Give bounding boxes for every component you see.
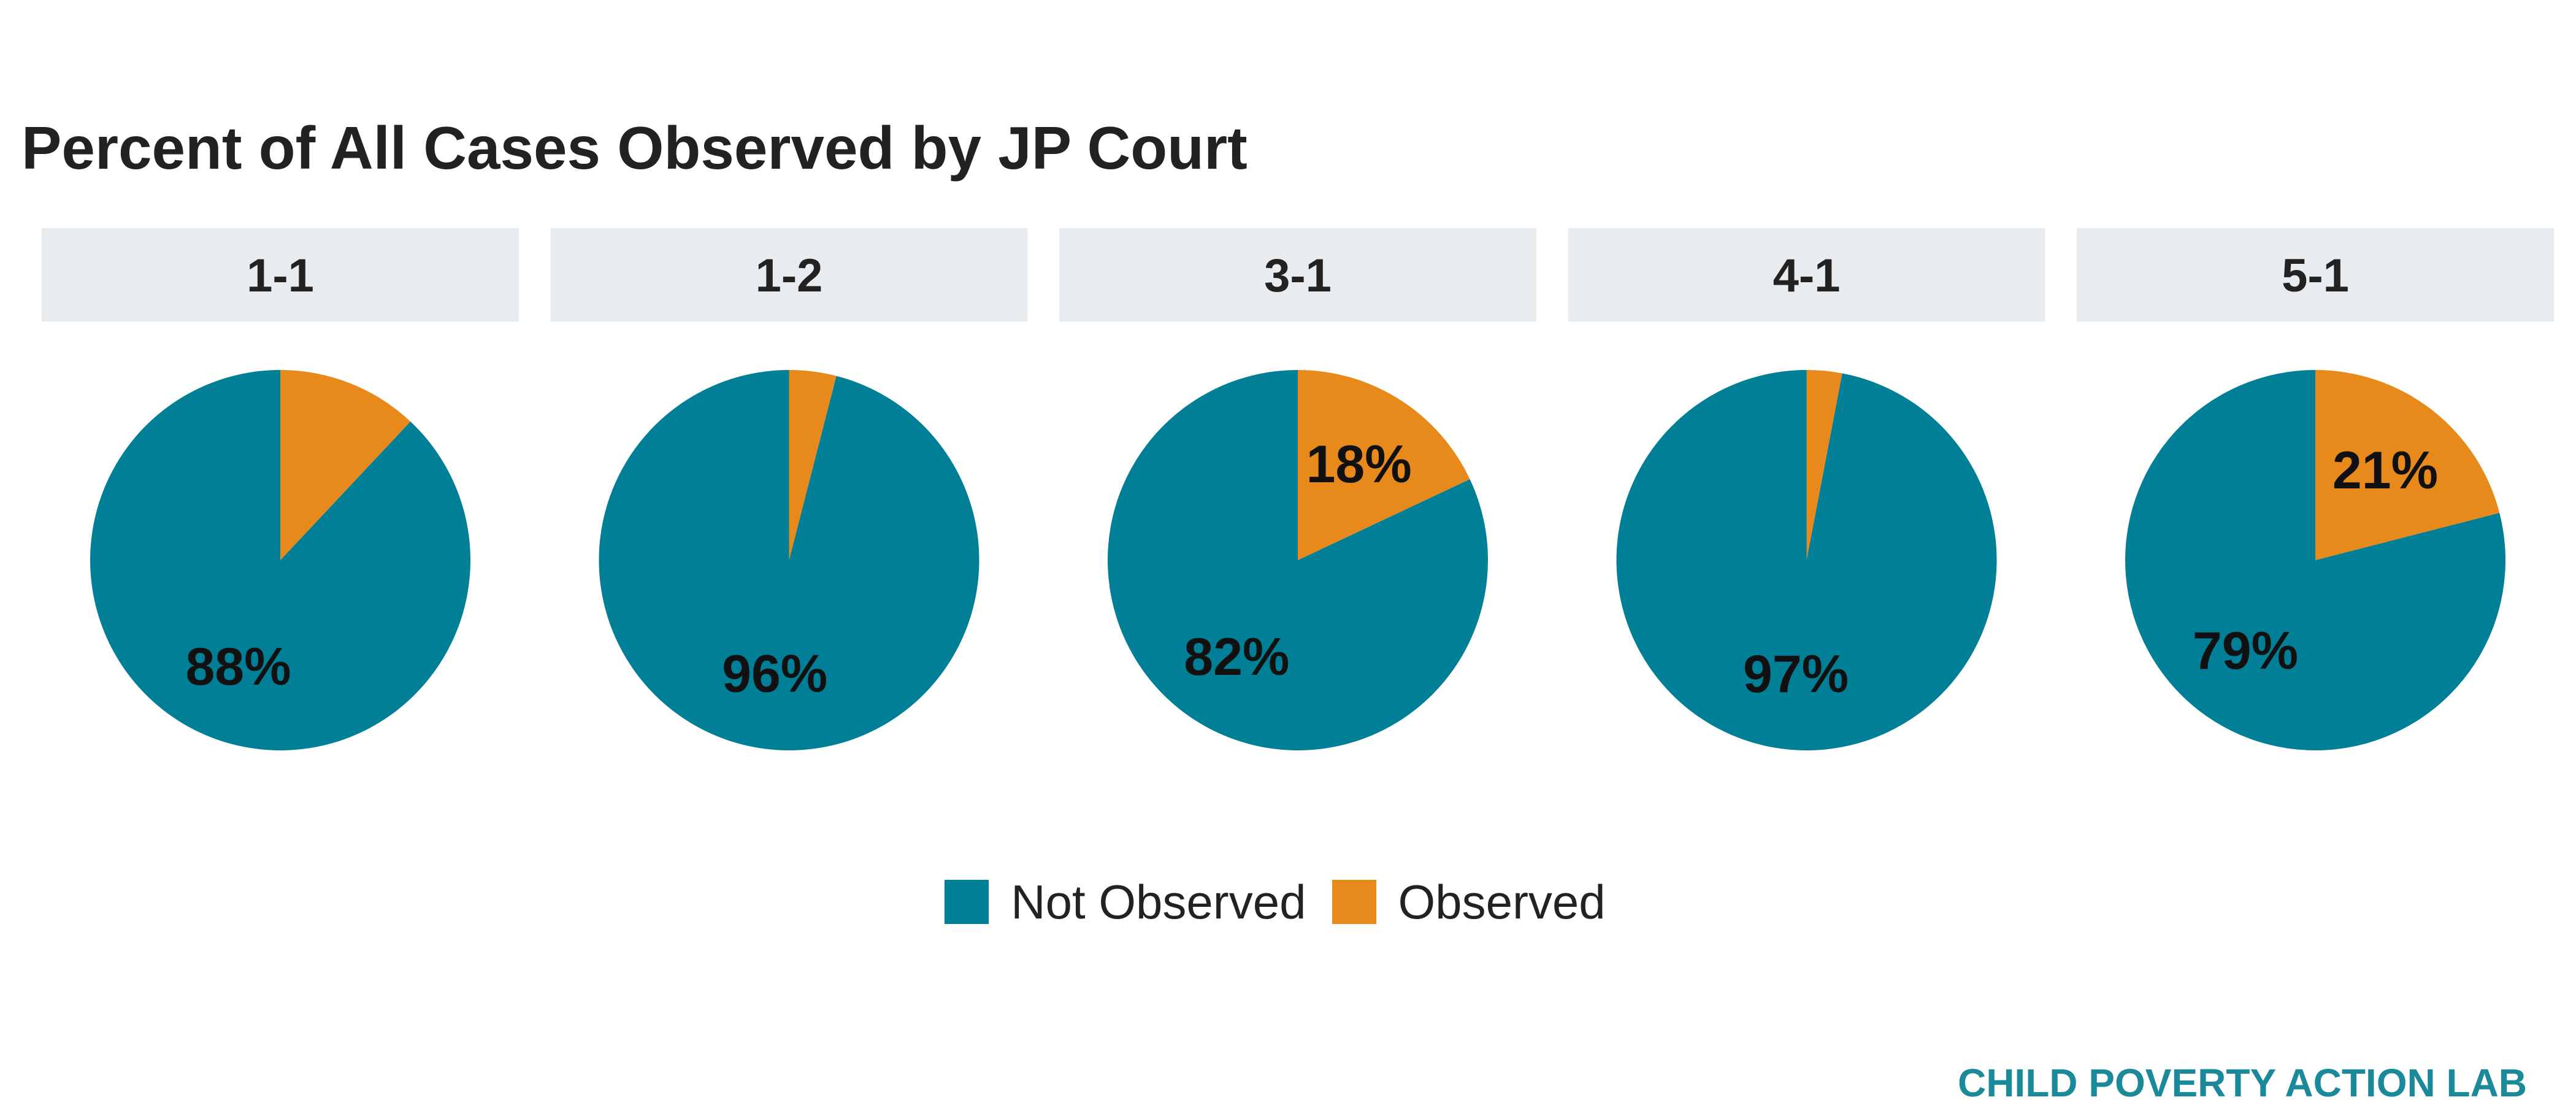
data-label-not-observed-1-2: 96% xyxy=(722,645,827,704)
chart-title: Percent of All Cases Observed by JP Cour… xyxy=(21,114,1248,182)
facet-strip-1-2 xyxy=(550,228,1028,321)
slice-not-observed-4-1 xyxy=(1616,370,1997,750)
slice-observed-1-2 xyxy=(789,370,837,560)
slice-observed-4-1 xyxy=(1806,370,1842,560)
legend-item-not-observed: Not Observed xyxy=(945,874,1306,930)
data-label-observed-5-1: 21% xyxy=(2333,441,2438,500)
facet-label-1-2: 1-2 xyxy=(756,250,823,302)
data-label-not-observed-4-1: 97% xyxy=(1743,645,1849,704)
data-label-not-observed-5-1: 79% xyxy=(2193,622,2298,680)
legend-swatch-observed xyxy=(1332,880,1376,924)
facet-label-3-1: 3-1 xyxy=(1264,250,1332,302)
facet-strip-3-1 xyxy=(1059,228,1536,321)
slice-observed-5-1 xyxy=(2315,370,2500,560)
facet-label-1-1: 1-1 xyxy=(247,250,314,302)
credit-text: CHILD POVERTY ACTION LAB xyxy=(1957,1060,2527,1105)
facet-strip-1-1 xyxy=(42,228,519,321)
legend: Not Observed Observed xyxy=(0,871,2576,933)
slice-observed-1-1 xyxy=(280,370,411,560)
slice-not-observed-5-1 xyxy=(2125,369,2505,750)
legend-swatch-not-observed xyxy=(945,880,989,924)
data-label-not-observed-1-1: 88% xyxy=(185,637,291,696)
data-label-not-observed-3-1: 82% xyxy=(1184,628,1289,687)
facet-strip-4-1 xyxy=(1568,228,2045,321)
slice-observed-3-1 xyxy=(1298,370,1470,560)
facet-strip-5-1 xyxy=(2077,228,2554,321)
facet-label-5-1: 5-1 xyxy=(2282,250,2349,302)
legend-label-not-observed: Not Observed xyxy=(1011,874,1306,929)
legend-label-observed: Observed xyxy=(1398,874,1606,929)
data-label-observed-3-1: 18% xyxy=(1306,435,1412,494)
slice-not-observed-1-1 xyxy=(90,370,471,750)
legend-item-observed: Observed xyxy=(1332,874,1606,930)
facet-label-4-1: 4-1 xyxy=(1773,250,1841,302)
